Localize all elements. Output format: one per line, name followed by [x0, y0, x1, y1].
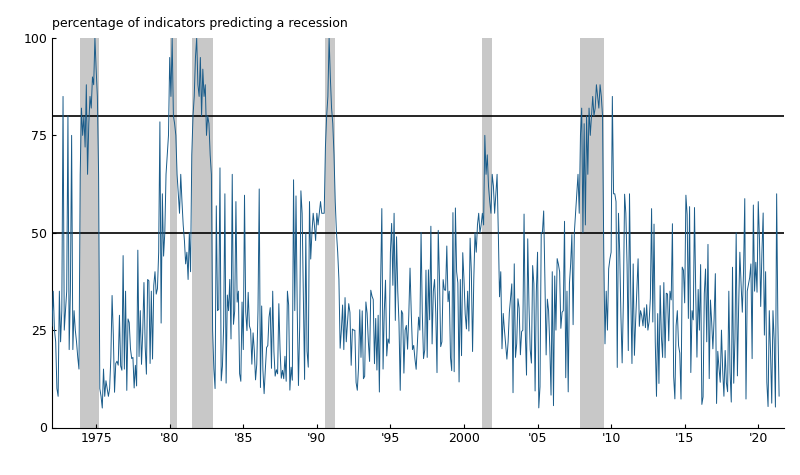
- Bar: [192, 38, 213, 428]
- Bar: [170, 38, 177, 428]
- Bar: [326, 38, 335, 428]
- Bar: [581, 38, 604, 428]
- Bar: [80, 38, 98, 428]
- Bar: [482, 38, 492, 428]
- Text: percentage of indicators predicting a recession: percentage of indicators predicting a re…: [52, 17, 348, 30]
